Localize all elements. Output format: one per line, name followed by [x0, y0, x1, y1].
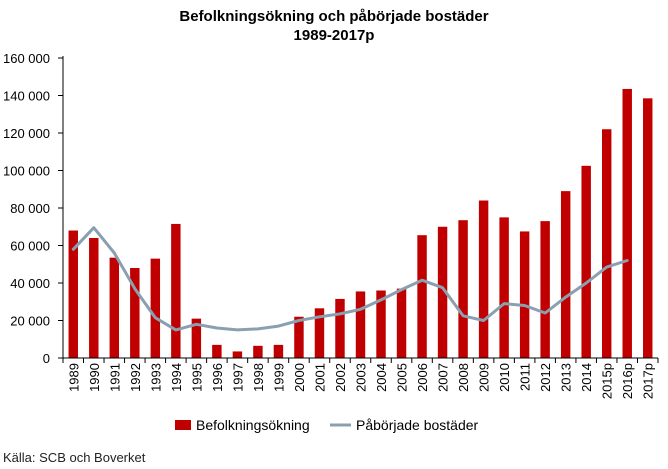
legend: Befolkningsökning Påbörjade bostäder [175, 417, 479, 433]
bar-2014 [581, 165, 591, 358]
x-tick-label: 2014 [579, 363, 594, 392]
chart-subtitle: 1989-2017p [293, 27, 375, 44]
x-tick-label: 2004 [374, 363, 389, 392]
x-tick-label: 1995 [189, 363, 204, 392]
x-tick-label: 1992 [128, 363, 143, 392]
bar-2003 [355, 291, 366, 358]
bar-2010 [499, 217, 509, 358]
axes [58, 56, 659, 363]
bar-1996 [212, 344, 222, 358]
x-tick-label: 2011 [518, 363, 533, 391]
bar-series [68, 88, 653, 358]
x-tick-label: 1997 [230, 363, 245, 392]
x-tick-label: 2012 [538, 363, 553, 392]
x-tick-label: 2015p [600, 363, 615, 399]
y-tick-label: 160 000 [3, 51, 50, 66]
x-tick-label: 2001 [312, 363, 327, 392]
y-tick-label: 40 000 [10, 276, 50, 291]
bar-1999 [273, 344, 284, 358]
bar-1993 [150, 258, 161, 358]
x-tick-label: 2016p [620, 363, 635, 399]
bar-2011 [519, 231, 530, 358]
legend-label: Befolkningsökning [196, 417, 310, 433]
chart-title: Befolkningsökning och påbörjade bostäder [179, 8, 489, 25]
y-axis-labels: 0 20 000 40 000 60 000 80 000 100 000 120 000 1… [3, 51, 50, 366]
bar-2013 [560, 191, 571, 358]
y-tick-label: 20 000 [10, 314, 50, 329]
y-tick-label: 0 [43, 351, 50, 366]
x-tick-label: 1996 [210, 363, 225, 392]
bar-1990 [89, 238, 99, 358]
bar-1994 [171, 223, 181, 358]
x-tick-label: 2007 [436, 363, 451, 392]
y-tick-label: 120 000 [3, 126, 50, 141]
x-tick-label: 2008 [456, 363, 471, 392]
x-tick-label: 2009 [477, 363, 492, 392]
bar-2012 [540, 221, 550, 358]
x-tick-label: 2010 [497, 363, 512, 392]
x-tick-label: 2000 [292, 363, 307, 392]
bar-2017p [643, 98, 653, 358]
bar-2007 [437, 226, 448, 358]
bar-1992 [130, 268, 140, 358]
x-axis-labels: 1989 1990 1991 1992 1993 1994 1995 1996 1997 1998… [66, 363, 655, 399]
x-tick-label: 1991 [107, 363, 122, 392]
x-tick-label: 2017p [641, 363, 656, 399]
x-tick-label: 1993 [148, 363, 163, 392]
bar-2001 [314, 308, 325, 358]
x-tick-label: 2002 [333, 363, 348, 392]
bar-1997 [232, 351, 243, 358]
x-tick-label: 2005 [395, 363, 410, 392]
x-tick-label: 1989 [66, 363, 81, 392]
bar-2004 [376, 290, 386, 358]
bar-2008 [458, 220, 468, 358]
x-tick-label: 1999 [271, 363, 286, 392]
legend-swatch-befolkningsokning [175, 420, 191, 430]
bar-2006 [417, 235, 427, 358]
y-tick-label: 100 000 [3, 164, 50, 179]
x-tick-label: 1990 [87, 363, 102, 392]
bar-2005 [396, 288, 407, 358]
x-tick-label: 2006 [415, 363, 430, 392]
bar-1989 [68, 230, 78, 358]
line-pabörjade-bostader [71, 226, 629, 332]
bar-2000 [294, 316, 304, 358]
bar-2016p [622, 88, 632, 358]
x-tick-label: 1994 [169, 363, 184, 392]
legend-label: Påbörjade bostäder [356, 417, 479, 433]
x-tick-label: 1998 [251, 363, 266, 392]
y-tick-label: 140 000 [3, 89, 50, 104]
x-tick-label: 2013 [559, 363, 574, 392]
bar-1998 [253, 345, 263, 358]
source-note: Källa: SCB och Boverket [3, 450, 146, 465]
bar-2015p [601, 129, 612, 358]
x-tick-label: 2003 [354, 363, 369, 392]
line-series [71, 226, 629, 332]
y-tick-label: 60 000 [10, 239, 50, 254]
bar-2009 [478, 200, 489, 358]
y-tick-label: 80 000 [10, 201, 50, 216]
bar-2002 [335, 298, 345, 358]
bar-1991 [109, 257, 120, 358]
bar-1995 [191, 318, 202, 358]
